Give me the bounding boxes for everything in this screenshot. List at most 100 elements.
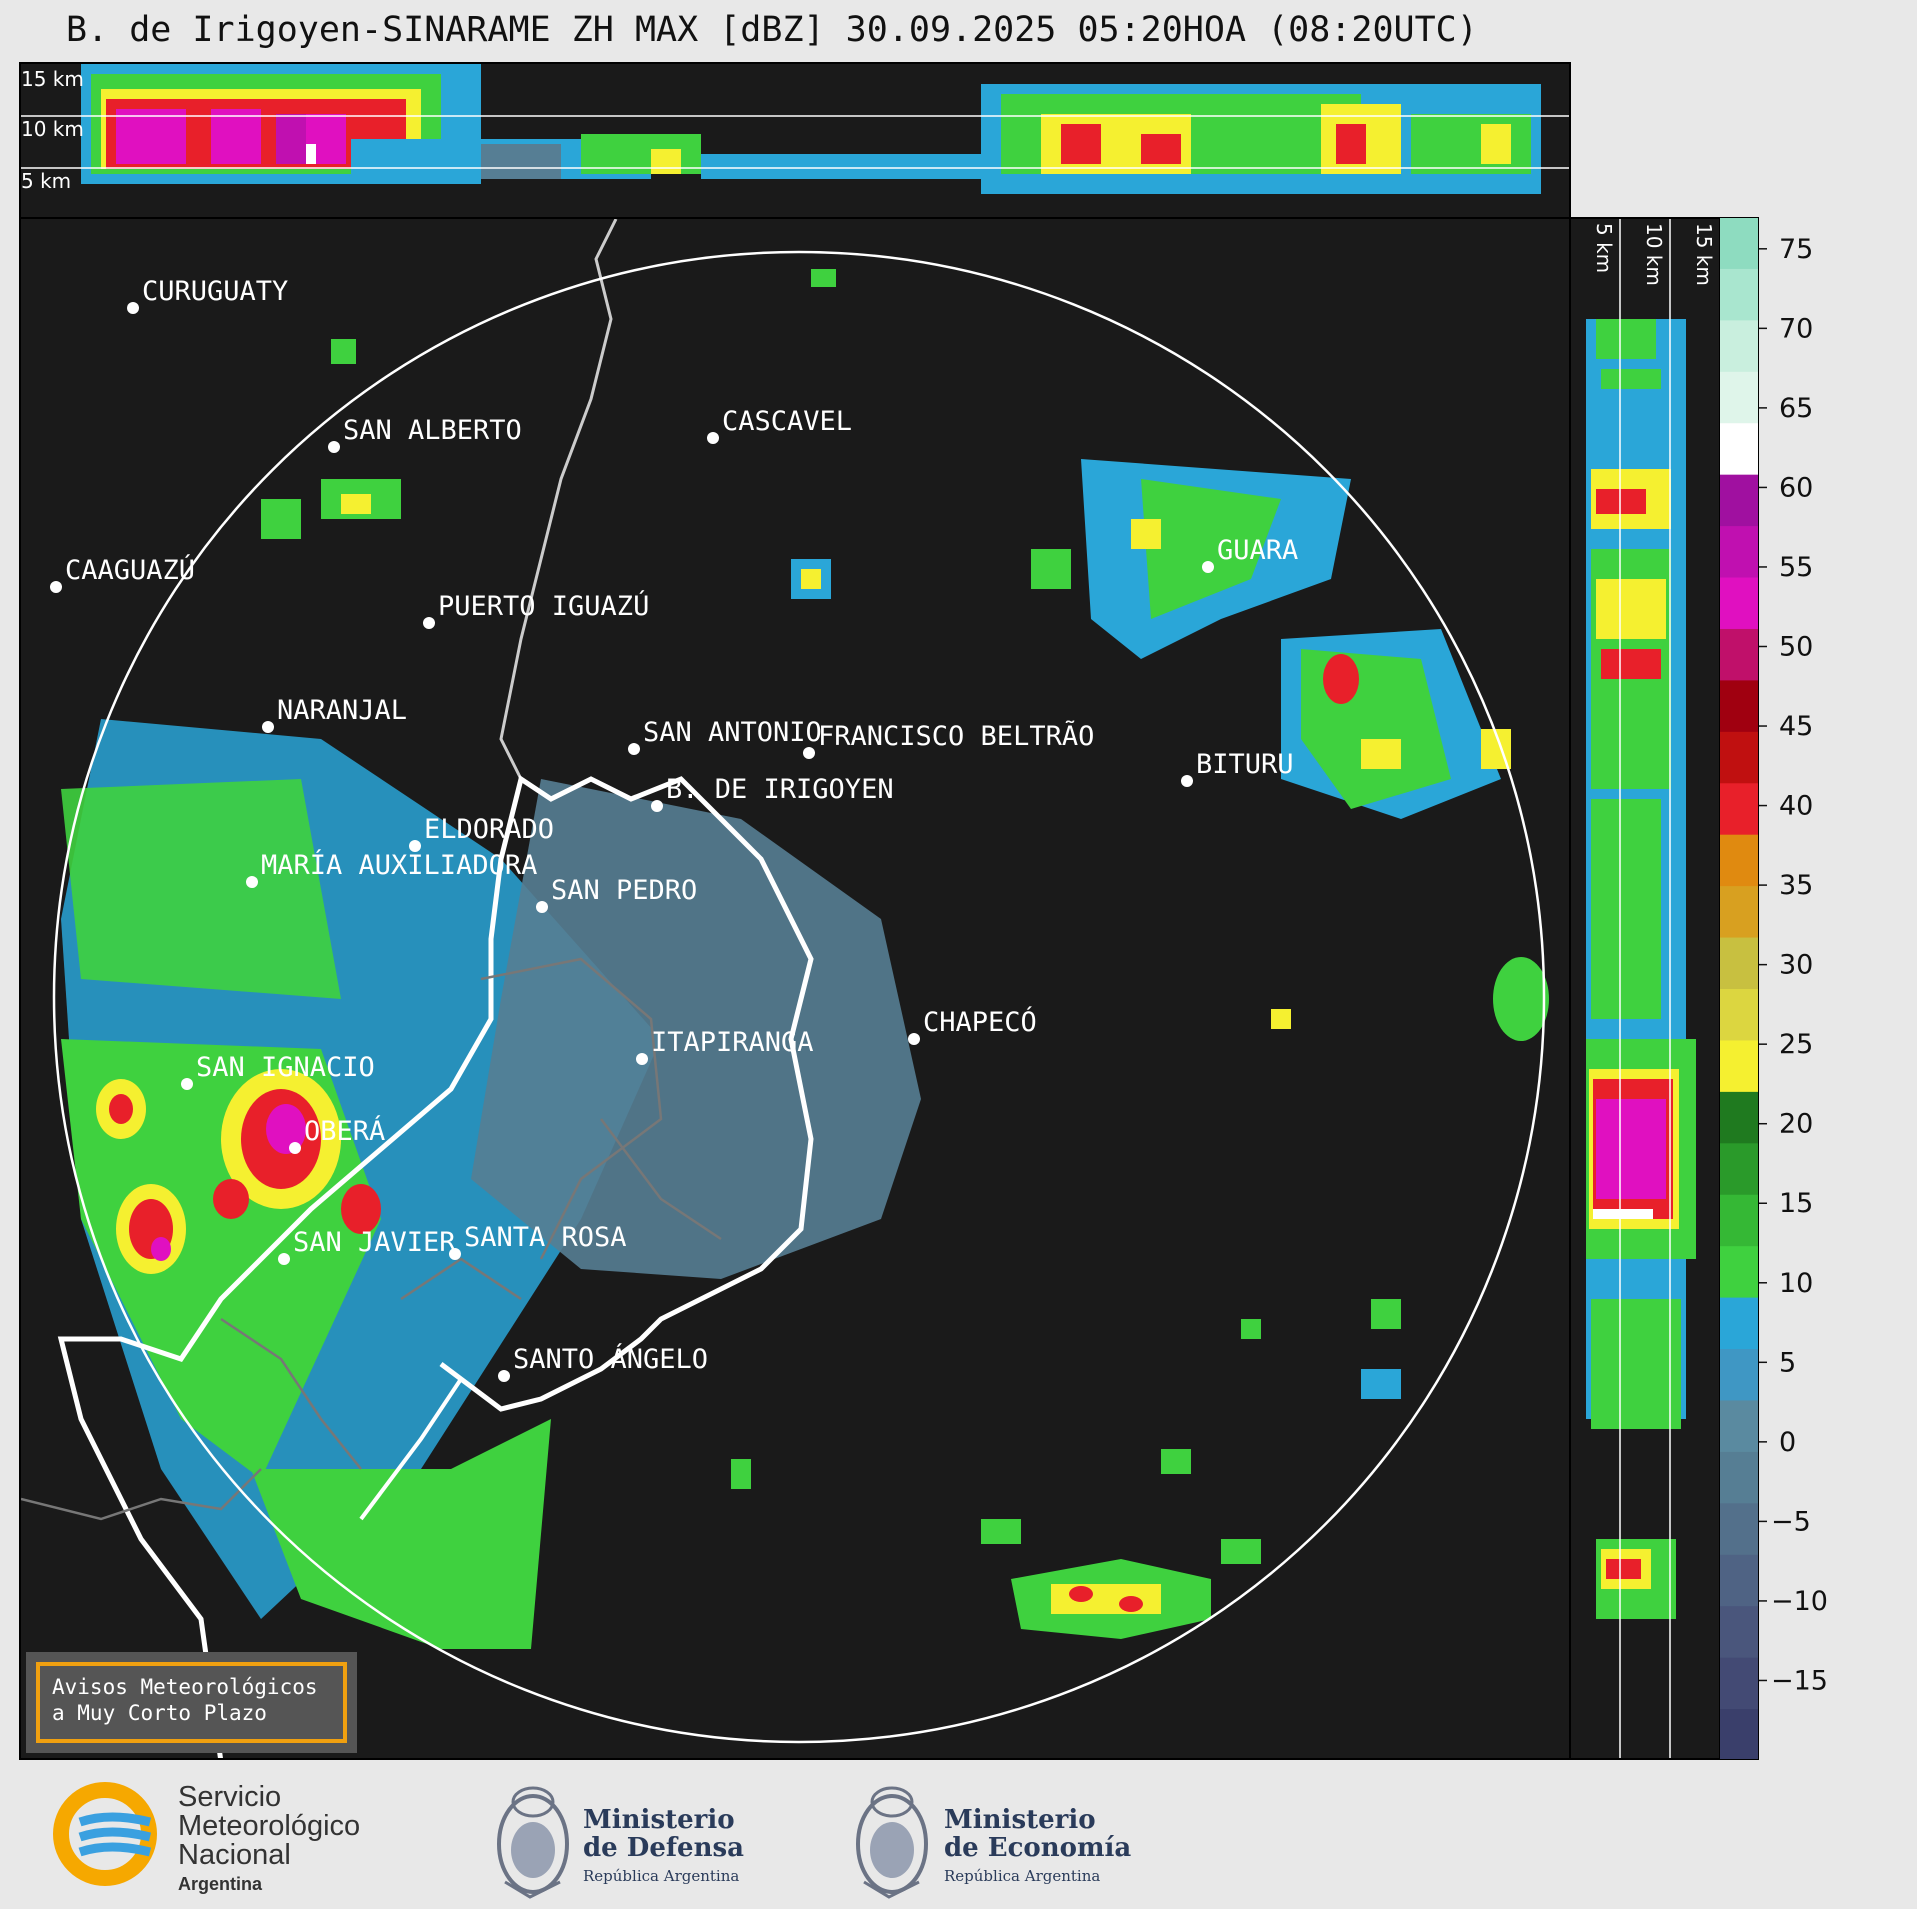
city-marker-icon — [246, 876, 258, 888]
warning-box-frame: Avisos Meteorológicos a Muy Corto Plazo — [36, 1662, 347, 1743]
city-label: CAAGUAZÚ — [65, 554, 195, 586]
radar-echoes — [61, 269, 1549, 1649]
colorbar-band — [1719, 1194, 1759, 1247]
colorbar-tick-label: −5 — [1771, 1506, 1811, 1537]
city-marker-icon — [181, 1078, 193, 1090]
top-km-label-15: 15 km — [21, 67, 84, 91]
colorbar-tick-label: 70 — [1779, 313, 1813, 344]
radar-range-ring — [52, 250, 1546, 1744]
city-label: SAN IGNACIO — [196, 1052, 375, 1083]
colorbar-tick-label: 65 — [1779, 393, 1813, 424]
defensa-logo-text: Ministerio de Defensa República Argentin… — [583, 1806, 744, 1890]
city-marker-icon — [1202, 561, 1214, 573]
city-marker-icon — [651, 800, 663, 812]
colorbar-band — [1719, 422, 1759, 475]
city-label: CURUGUATY — [142, 276, 288, 307]
city-marker-icon — [262, 721, 274, 733]
city-marker-icon — [423, 617, 435, 629]
colorbar-band — [1719, 1451, 1759, 1504]
reflectivity-colorbar — [1719, 217, 1759, 1760]
colorbar-band — [1719, 679, 1759, 732]
colorbar-band — [1719, 1091, 1759, 1144]
city-marker-icon — [636, 1053, 648, 1065]
city-label: GUARA — [1217, 535, 1298, 566]
colorbar-band — [1719, 577, 1759, 629]
colorbar-tick-label: 40 — [1779, 791, 1813, 822]
smn-line-4: Argentina — [178, 1874, 263, 1894]
colorbar-band — [1719, 782, 1759, 835]
defensa-shield-icon — [497, 1786, 569, 1899]
city-marker-icon — [908, 1033, 920, 1045]
city-label: FRANCISCO BELTRÃO — [818, 720, 1094, 752]
colorbar-band — [1719, 937, 1759, 989]
economia-shield-icon — [856, 1786, 928, 1899]
colorbar-tick-label: 55 — [1779, 552, 1813, 583]
smn-line-1: Servicio — [178, 1781, 282, 1813]
warning-line-2: a Muy Corto Plazo — [52, 1701, 267, 1725]
city-label: BITURU — [1196, 749, 1294, 780]
city-marker-icon — [803, 747, 815, 759]
colorbar-tick-label: 35 — [1779, 870, 1813, 901]
city-label: MARÍA AUXILIADORA — [261, 849, 537, 881]
city-label: ELDORADO — [424, 814, 554, 845]
city-marker-icon — [278, 1253, 290, 1265]
colorbar-band — [1719, 371, 1759, 424]
top-cross-section-panel: 15 km 10 km 5 km — [19, 62, 1571, 219]
side-echo-profile — [1586, 319, 1696, 1619]
colorbar-band — [1719, 1348, 1759, 1401]
city-label: ITAPIRANGA — [651, 1027, 814, 1058]
city-label: SAN ANTONIO — [643, 717, 822, 748]
map-title: B. de Irigoyen-SINARAME ZH MAX [dBZ] 30.… — [66, 10, 1478, 50]
colorbar-band — [1719, 731, 1759, 784]
city-marker-icon — [409, 840, 421, 852]
colorbar-tick-label: 50 — [1779, 631, 1813, 662]
colorbar-band — [1719, 1605, 1759, 1658]
city-label: CASCAVEL — [722, 406, 852, 437]
radar-map-panel: CURUGUATY SAN ALBERTO CASCAVEL CAAGUAZÚ PUER… — [19, 217, 1571, 1760]
colorbar-band — [1719, 1554, 1759, 1607]
colorbar-band — [1719, 1657, 1759, 1710]
colorbar-band — [1719, 474, 1759, 527]
colorbar-band — [1719, 628, 1759, 681]
colorbar-band — [1719, 1039, 1759, 1092]
colorbar-band — [1719, 1502, 1759, 1555]
colorbar-tick-label: −15 — [1771, 1665, 1828, 1696]
colorbar-tick-label: 15 — [1779, 1188, 1813, 1219]
city-marker-icon — [289, 1142, 301, 1154]
city-label: SANTO ÁNGELO — [513, 1343, 708, 1375]
defensa-line-1: Ministerio — [583, 1805, 735, 1835]
colorbar-band — [1719, 217, 1759, 269]
borders — [21, 219, 814, 1758]
city-marker-icon — [628, 743, 640, 755]
side-km-label-10: 10 km — [1642, 223, 1666, 286]
smn-line-3: Nacional — [178, 1839, 291, 1871]
smn-logo-icon — [53, 1782, 157, 1886]
defensa-line-3: República Argentina — [583, 1867, 740, 1885]
city-marker-icon — [536, 901, 548, 913]
colorbar-band — [1719, 1142, 1759, 1195]
city-marker-icon — [127, 302, 139, 314]
city-label: OBERÁ — [304, 1115, 385, 1147]
colorbar-band — [1719, 1297, 1759, 1350]
colorbar-tick-label: −10 — [1771, 1586, 1828, 1617]
colorbar-tick-label: 10 — [1779, 1268, 1813, 1299]
city-label: PUERTO IGUAZÚ — [438, 590, 649, 622]
defensa-line-2: de Defensa — [583, 1833, 744, 1863]
city-label: SAN PEDRO — [551, 875, 697, 906]
city-label: CHAPECÓ — [923, 1006, 1037, 1038]
side-km-label-5: 5 km — [1592, 223, 1616, 273]
colorbar-border — [1719, 217, 1759, 1760]
city-marker-icon — [449, 1248, 461, 1260]
smn-logo-text: Servicio Meteorológico Nacional Argentin… — [178, 1783, 360, 1899]
colorbar-band — [1719, 1399, 1759, 1452]
side-cross-section-panel: 5 km 10 km 15 km — [1569, 217, 1721, 1760]
smn-line-2: Meteorológico — [178, 1810, 361, 1842]
colorbar-tick-label: 5 — [1779, 1347, 1796, 1378]
economia-logo-text: Ministerio de Economía República Argenti… — [944, 1806, 1131, 1890]
colorbar-band — [1719, 525, 1759, 578]
city-label: B. DE IRIGOYEN — [666, 774, 894, 805]
city-label: SAN ALBERTO — [343, 415, 522, 446]
colorbar-tick-label: 20 — [1779, 1109, 1813, 1140]
city-marker-icon — [328, 441, 340, 453]
colorbar-tick-label: 60 — [1779, 472, 1813, 503]
